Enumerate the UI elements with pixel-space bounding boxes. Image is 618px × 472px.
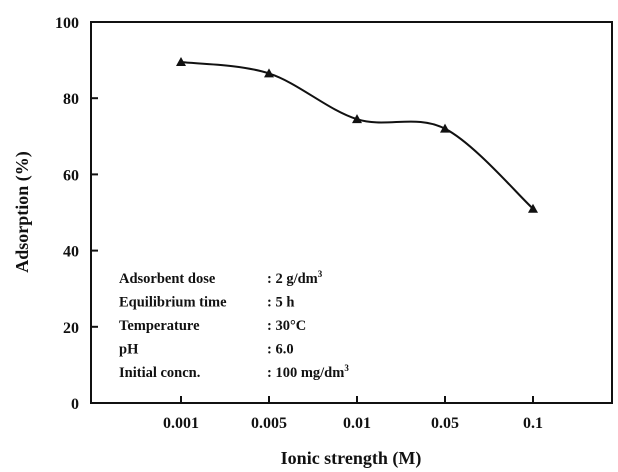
annotation-label: Equilibrium time <box>119 295 227 311</box>
x-axis-ticks: 0.001 0.005 0.01 0.05 0.1 <box>163 396 543 432</box>
y-axis-label: Adsorption (%) <box>12 151 33 273</box>
series-markers <box>176 57 538 213</box>
annotation-value: : 6.0 <box>267 342 294 358</box>
x-tick-label: 0.05 <box>431 415 459 432</box>
annotation-label: Temperature <box>119 318 200 334</box>
y-tick-label: 20 <box>63 320 79 337</box>
x-tick-label: 0.1 <box>523 415 543 432</box>
annotation-label: Adsorbent dose <box>119 271 216 287</box>
x-axis-label: Ionic strength (M) <box>281 448 422 469</box>
series-line <box>180 61 534 210</box>
y-tick-label: 40 <box>63 244 79 261</box>
plot-frame <box>90 21 613 404</box>
conditions-annotation: Adsorbent dose : 2 g/dm3 Equilibrium time:… <box>119 269 349 381</box>
x-tick-label: 0.005 <box>251 415 287 432</box>
y-tick-label: 80 <box>63 91 79 108</box>
annotation-value: : 100 mg/dm3 <box>267 363 349 381</box>
x-tick-label: 0.001 <box>163 415 199 432</box>
y-axis-ticks: 0 20 40 60 80 100 <box>55 15 98 413</box>
y-tick-label: 0 <box>71 396 79 413</box>
annotation-label: Initial concn. <box>119 365 200 381</box>
annotation-value: : 2 g/dm3 <box>267 269 323 287</box>
y-tick-label: 100 <box>55 15 79 32</box>
annotation-value: : 30°C <box>267 318 306 334</box>
data-point-marker <box>264 68 274 78</box>
data-point-marker <box>352 114 362 124</box>
data-point-marker <box>440 123 450 133</box>
annotation-value: : 5 h <box>267 295 294 311</box>
annotation-label: pH <box>119 342 139 358</box>
data-point-marker <box>176 57 186 67</box>
y-tick-label: 60 <box>63 167 79 184</box>
data-point-marker <box>528 203 538 213</box>
x-tick-label: 0.01 <box>343 415 371 432</box>
